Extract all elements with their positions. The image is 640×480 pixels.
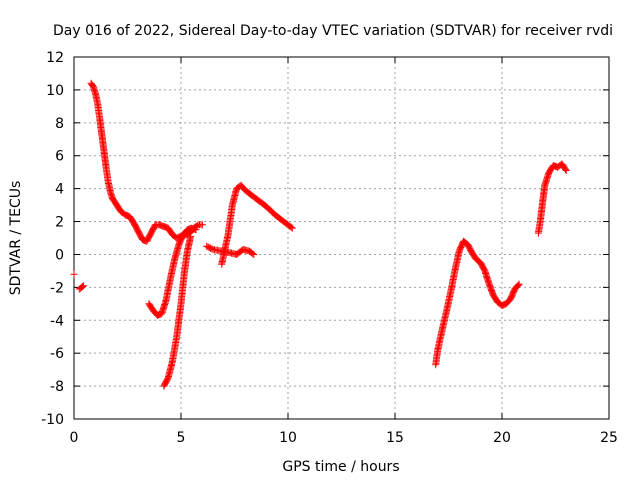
data-series-segment-4 bbox=[160, 232, 195, 390]
data-point-marker bbox=[562, 167, 570, 174]
y-tick-label: 0 bbox=[55, 247, 64, 263]
y-tick-label: 8 bbox=[55, 116, 64, 132]
x-tick-label: 10 bbox=[279, 430, 297, 446]
y-tick-label: -2 bbox=[50, 280, 64, 296]
data-point-marker bbox=[249, 250, 257, 258]
x-tick-label: 25 bbox=[600, 430, 618, 446]
x-tick-label: 15 bbox=[386, 430, 404, 446]
data-layer bbox=[70, 79, 570, 390]
data-series-segment-2 bbox=[87, 79, 206, 245]
data-point-marker bbox=[198, 221, 206, 229]
chart-title: Day 016 of 2022, Sidereal Day-to-day VTE… bbox=[53, 23, 613, 39]
data-point-marker bbox=[192, 226, 200, 234]
y-tick-label: 4 bbox=[55, 182, 64, 198]
x-axis-label: GPS time / hours bbox=[282, 459, 399, 475]
data-point-marker bbox=[288, 224, 296, 232]
data-series-segment-6 bbox=[218, 181, 296, 268]
y-axis-label: SDTVAR / TECUs bbox=[8, 181, 24, 296]
data-point-marker bbox=[250, 251, 258, 258]
data-series-segment-3 bbox=[145, 224, 200, 319]
data-point-marker bbox=[80, 282, 88, 290]
x-tick-label: 20 bbox=[493, 430, 511, 446]
x-tick-label: 5 bbox=[177, 430, 186, 446]
data-point-marker bbox=[562, 165, 569, 173]
data-point-marker bbox=[187, 232, 195, 240]
x-tick-label: 0 bbox=[70, 430, 79, 446]
data-point-marker bbox=[515, 280, 523, 288]
y-tick-label: -10 bbox=[41, 412, 64, 428]
data-point-marker bbox=[287, 223, 295, 231]
grid-layer bbox=[74, 57, 609, 419]
y-tick-label: 10 bbox=[46, 83, 64, 99]
y-tick-label: 12 bbox=[46, 50, 64, 66]
y-tick-label: -4 bbox=[50, 313, 64, 329]
data-series-segment-0 bbox=[70, 270, 78, 278]
y-tick-label: -8 bbox=[50, 379, 64, 395]
data-point-marker bbox=[79, 283, 87, 290]
y-tick-label: -6 bbox=[50, 346, 64, 362]
data-point-marker bbox=[514, 281, 522, 289]
tick-layer: -10 -8 -6 -4 -2 0 2 4 6 8 10 12 0 5 10 15 20 25 bbox=[41, 50, 618, 446]
data-point-marker bbox=[70, 270, 78, 278]
data-series-segment-7 bbox=[432, 237, 523, 369]
plot-frame bbox=[73, 56, 610, 420]
y-tick-label: 6 bbox=[55, 149, 64, 165]
y-tick-label: 2 bbox=[55, 215, 64, 231]
data-series-segment-8 bbox=[534, 160, 570, 237]
data-series-segment-1 bbox=[75, 282, 88, 293]
data-series-segment-5 bbox=[203, 242, 258, 258]
